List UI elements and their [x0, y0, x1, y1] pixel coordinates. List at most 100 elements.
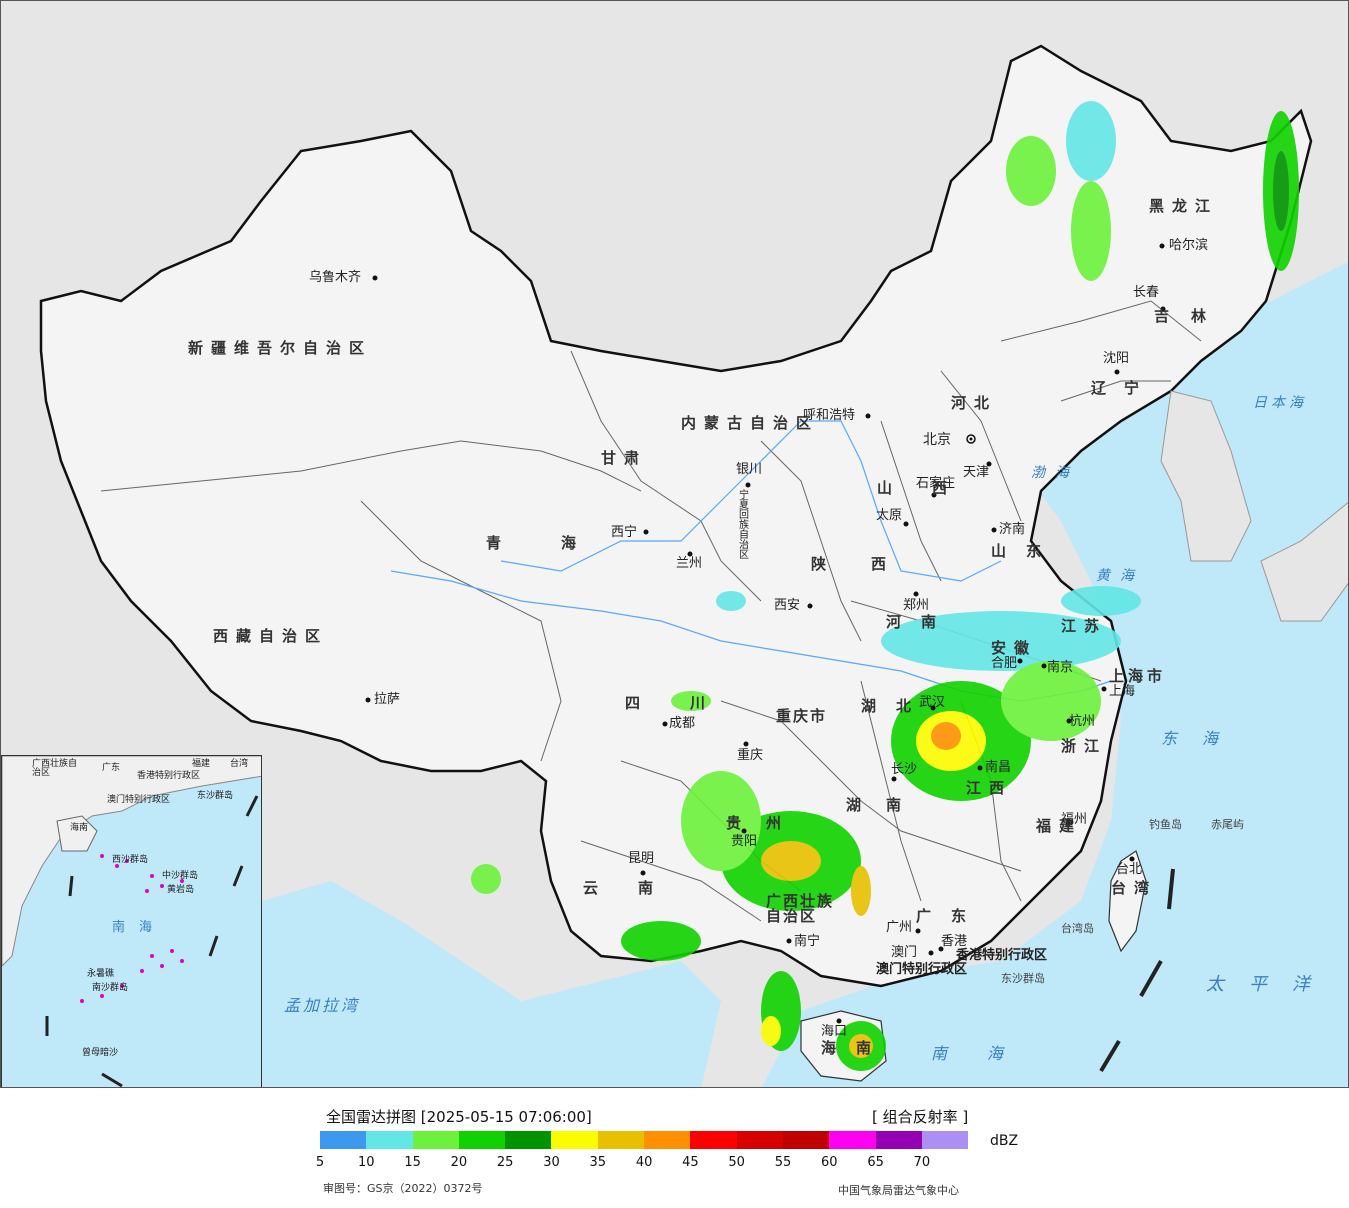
- province-label-macau: 澳门特别行政区: [876, 962, 968, 977]
- sea-label-pacific: 太平洋: [1206, 974, 1335, 995]
- province-label-xizang: 西藏自治区: [213, 627, 329, 645]
- province-label-anhui: 安徽: [991, 639, 1038, 657]
- province-label-sichuan: 四川: [625, 694, 756, 712]
- color-bar-tick: 35: [589, 1155, 607, 1170]
- city-label-lhasa: 拉萨: [374, 692, 401, 707]
- province-label-jiangxi: 江西: [966, 779, 1013, 797]
- province-label-hunan: 湖南: [846, 796, 927, 814]
- color-bar-ticks: 5 10 15 20 25 30 35 40 45 50 55 60 65 70: [316, 1155, 970, 1171]
- inset-label-guangxi: 广西壮族自治区: [32, 759, 78, 778]
- color-swatch: [320, 1131, 367, 1149]
- color-bar-tick: 15: [404, 1155, 421, 1170]
- city-label-fuzhou: 福州: [1061, 812, 1088, 827]
- color-bar-tick: 60: [821, 1155, 838, 1170]
- city-label-shenyang: 沈阳: [1103, 351, 1130, 366]
- inset-label-guangdong: 广东: [102, 763, 121, 773]
- city-label-guangzhou: 广州: [886, 920, 913, 935]
- color-swatch: [921, 1131, 969, 1149]
- island-label-chiwei: 赤尾屿: [1211, 818, 1244, 831]
- color-swatch: [829, 1131, 876, 1149]
- city-label-chongqing: 重庆: [737, 748, 764, 763]
- inset-label-dongsha: 东沙群岛: [197, 791, 234, 801]
- inset-label-fujian: 福建: [192, 759, 211, 769]
- sea-label-nanhai: 南海: [931, 1044, 1044, 1063]
- inset-label-macau: 澳门特别行政区: [107, 795, 171, 805]
- japan-land: [1260, 501, 1348, 622]
- inset-label-yongshu: 永暑礁: [87, 969, 115, 979]
- province-label-jiangsu: 江苏: [1061, 617, 1108, 635]
- city-label-changchun: 长春: [1133, 285, 1160, 300]
- province-label-shandong: 山东: [991, 542, 1062, 560]
- province-label-guangxi: 广西壮族自治区: [766, 892, 835, 925]
- province-label-hebei: 河北: [951, 394, 998, 412]
- city-label-taiyuan: 太原: [876, 508, 903, 523]
- province-label-chongqing: 重庆市: [776, 707, 828, 725]
- map-approval-number: 审图号：GS京（2022）0372号: [323, 1182, 483, 1195]
- city-label-xian: 西安: [774, 598, 801, 613]
- color-bar-tick: 10: [358, 1155, 375, 1170]
- city-label-chengdu: 成都: [669, 716, 696, 731]
- city-label-nanchang: 南昌: [985, 760, 1012, 775]
- inset-label-hainan: 海南: [70, 823, 89, 833]
- inset-label-huangyan: 黄岩岛: [167, 885, 195, 895]
- color-swatch: [412, 1131, 459, 1149]
- radar-echoes: [471, 101, 1299, 1071]
- sea-label-huanghai: 黄海: [1096, 568, 1144, 584]
- color-swatch: [644, 1131, 691, 1149]
- city-label-nanjing: 南京: [1047, 660, 1074, 675]
- province-label-qinghai: 青海: [486, 534, 637, 552]
- color-bar-tick: 55: [774, 1155, 792, 1170]
- legend-unit: dBZ: [990, 1133, 1019, 1149]
- color-bar-tick: 45: [682, 1155, 699, 1170]
- province-label-xinjiang: 新疆维吾尔自治区: [188, 339, 373, 357]
- color-swatch: [782, 1131, 830, 1149]
- inset-label-zengmu: 曾母暗沙: [82, 1048, 119, 1058]
- city-label-haikou: 海口: [821, 1024, 848, 1039]
- color-bar-tick: 25: [496, 1155, 514, 1170]
- color-swatch: [505, 1131, 552, 1149]
- color-swatch: [875, 1131, 922, 1149]
- city-label-nanning: 南宁: [794, 934, 821, 949]
- city-label-macau: 澳门: [891, 945, 918, 960]
- province-label-hainan: 海南: [821, 1039, 892, 1057]
- city-label-kunming: 昆明: [628, 851, 655, 866]
- province-label-neimenggu: 内蒙古自治区: [681, 414, 820, 432]
- inset-label-zhongsha: 中沙群岛: [162, 871, 199, 881]
- province-label-hongkong: 香港特别行政区: [956, 948, 1048, 963]
- color-swatch: [366, 1131, 413, 1149]
- city-label-hefei: 合肥: [991, 656, 1018, 671]
- province-label-liaoning: 辽宁: [1091, 379, 1158, 397]
- province-label-henan: 河南: [886, 613, 957, 631]
- legend-title: 全国雷达拼图 [2025-05-15 07:06:00]: [326, 1108, 592, 1126]
- city-label-hohhot: 呼和浩特: [803, 408, 856, 423]
- island-label-diaoyu: 钓鱼岛: [1149, 818, 1182, 831]
- inset-label-taiwan: 台湾: [230, 759, 249, 769]
- agency-credit: 中国气象局雷达气象中心: [838, 1184, 959, 1197]
- color-bar-tick: 70: [913, 1155, 931, 1170]
- color-bar: [320, 1131, 969, 1149]
- city-label-jinan: 济南: [999, 522, 1026, 537]
- color-bar-tick: 65: [867, 1155, 884, 1170]
- radar-map: 新疆维吾尔自治区 西藏自治区 青海 甘肃 内蒙古自治区 黑龙江 吉林 辽宁 河北…: [0, 0, 1349, 1088]
- city-label-shanghai: 上海: [1109, 684, 1136, 699]
- color-swatch: [458, 1131, 506, 1149]
- inset-canvas: [2, 756, 261, 1087]
- city-label-lanzhou: 兰州: [676, 556, 703, 571]
- province-label-shanghai: 上海市: [1109, 667, 1167, 685]
- city-label-hongkong: 香港: [941, 934, 968, 949]
- province-label-guangdong: 广东: [916, 907, 987, 925]
- city-label-beijing: 北京: [923, 432, 951, 448]
- color-bar-tick: 5: [315, 1155, 325, 1170]
- color-bar-tick: 40: [635, 1155, 653, 1170]
- city-label-changsha: 长沙: [891, 762, 918, 777]
- island-label-dongsha: 东沙群岛: [1001, 972, 1045, 985]
- inset-label-hongkong: 香港特别行政区: [137, 771, 201, 781]
- taiwan-island: [1108, 850, 1147, 953]
- city-label-hangzhou: 杭州: [1069, 714, 1096, 729]
- inset-label-xisha: 西沙群岛: [112, 855, 149, 865]
- province-label-shaanxi: 陕西: [811, 555, 932, 573]
- map-canvas: [39, 44, 1348, 1087]
- korea-peninsula: [1160, 390, 1252, 562]
- province-label-zhejiang: 浙江: [1061, 737, 1108, 755]
- color-bar-tick: 20: [450, 1155, 468, 1170]
